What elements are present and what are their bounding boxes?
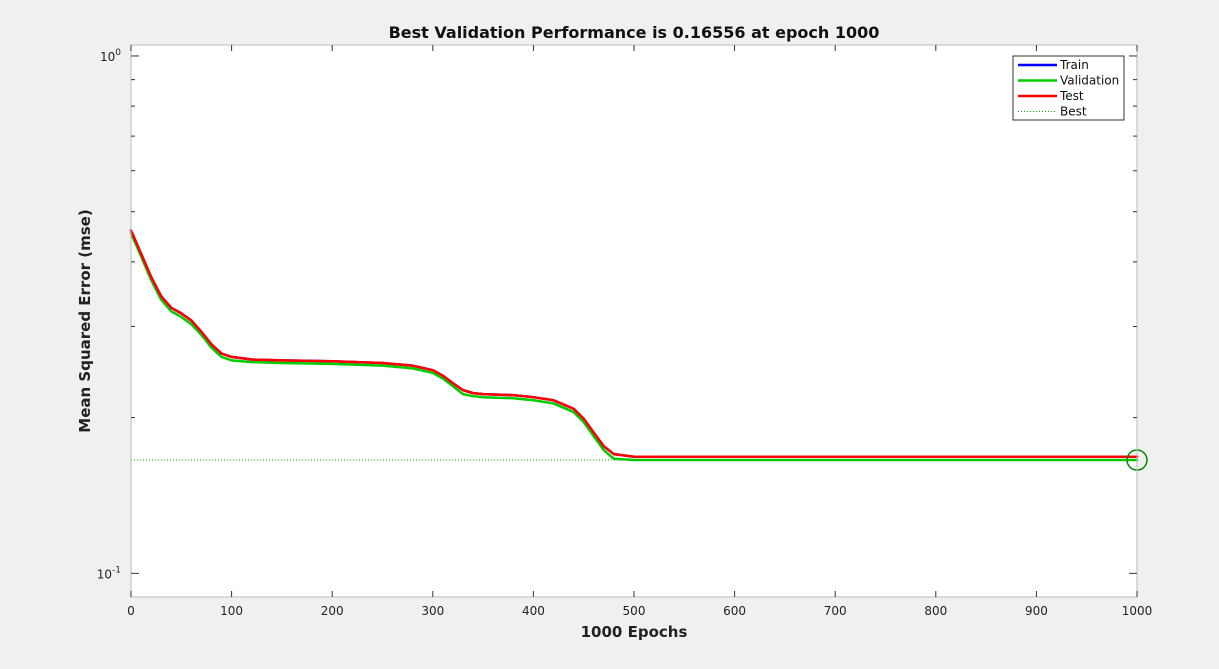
x-axis-label: 1000 Epochs: [581, 623, 688, 641]
x-tick-label: 600: [723, 604, 746, 618]
x-tick-label: 1000: [1122, 604, 1153, 618]
legend-label-best: Best: [1060, 105, 1087, 119]
x-tick-label: 400: [522, 604, 545, 618]
y-tick-label: 10-1: [97, 565, 121, 581]
series-lines: [129, 229, 1139, 462]
x-tick-label: 100: [220, 604, 243, 618]
legend-box: [1012, 55, 1125, 121]
legend-label-train: Train: [1059, 58, 1089, 72]
series-line-test: [129, 229, 1139, 459]
legend-label-test: Test: [1059, 89, 1084, 103]
y-axis-label: Mean Squared Error (mse): [76, 209, 94, 432]
x-tick-label: 700: [824, 604, 847, 618]
y-tick-label: 100: [100, 48, 121, 64]
chart-title: Best Validation Performance is 0.16556 a…: [389, 23, 880, 42]
legend-label-validation: Validation: [1060, 74, 1119, 88]
x-tick-label: 500: [623, 604, 646, 618]
x-tick-label: 300: [421, 604, 444, 618]
x-tick-label: 800: [924, 604, 947, 618]
x-tick-label: 0: [127, 604, 135, 618]
plot-area: [131, 45, 1137, 597]
x-tick-label: 200: [321, 604, 344, 618]
x-tick-label: 900: [1025, 604, 1048, 618]
axis-ticks: 0 100 200 300 400 500 600 700 800 900 1000 100 10-1: [97, 45, 1153, 618]
series-line-validation: [129, 231, 1139, 462]
